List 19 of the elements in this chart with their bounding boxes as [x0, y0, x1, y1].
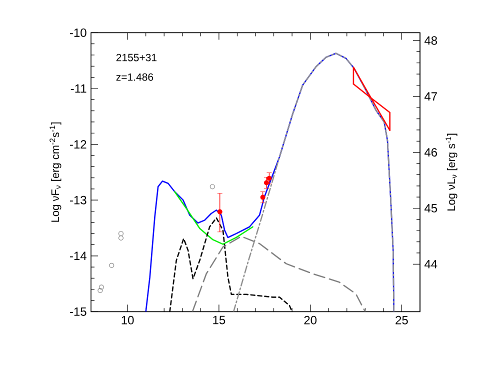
y-tick-label: -15 [70, 308, 86, 316]
y-tick-label: -10 [70, 28, 86, 37]
y-tick-label: -11 [70, 84, 86, 93]
x-tick-label: 25 [396, 316, 408, 324]
y-tick-label: -14 [70, 252, 86, 260]
x-tick-label: 15 [213, 316, 226, 324]
y2-tick-label: 44 [424, 260, 438, 268]
x-tick-label: 20 [304, 316, 317, 324]
y2-tick-label: 46 [424, 148, 438, 157]
y-axis-title: Log νF$_{ν}$ [erg cm$^{-2}$s$^{-1}$] [50, 122, 62, 222]
y-tick-label: -12 [70, 140, 86, 148]
y2-tick-label: 48 [424, 36, 438, 45]
y2-tick-label: 45 [424, 204, 438, 212]
x-tick-label: 10 [122, 316, 134, 324]
annotation: 2155+31 [116, 54, 157, 62]
y-tick-label: -13 [70, 196, 86, 204]
annotation: z=1.486 [116, 73, 154, 81]
y2-axis-title: Log νL$_{ν}$ [erg s$^{-1}$] [446, 134, 458, 210]
y2-tick-label: 47 [424, 92, 437, 101]
